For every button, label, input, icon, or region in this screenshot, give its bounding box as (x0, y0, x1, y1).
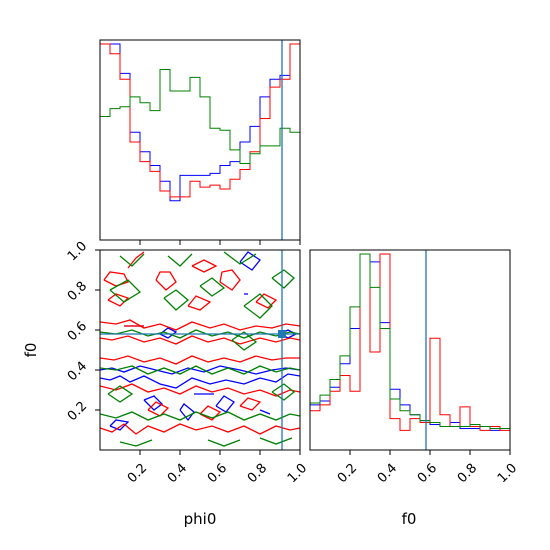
phi0-f0-series-2-contour-0 (100, 365, 300, 375)
phi0-hist-series-1-step (100, 43, 300, 198)
f0-hist-xtick-label-3: 0.8 (455, 461, 480, 486)
phi0-f0-series-2-contour-7 (199, 277, 226, 297)
phi0-f0-series-2-contour-5 (109, 279, 142, 303)
phi0-f0-xtick-label-0: 0.2 (125, 461, 150, 486)
phi0-f0-series-2-contour-9 (271, 269, 295, 289)
phi0-f0-frame (99, 249, 301, 451)
phi0-f0-series-2-contour-4 (223, 251, 257, 265)
phi0-f0-series-0-contour-11 (159, 327, 178, 339)
phi0-f0-series-1-contour-14 (127, 251, 145, 269)
phi0-f0-series-1-contour-9 (187, 295, 212, 311)
f0-hist-xtick-label-2: 0.6 (415, 461, 440, 486)
phi0-f0-series-2-contour-12 (119, 439, 153, 447)
phi0-f0-series-0-contour-3 (215, 395, 235, 413)
phi0-f0-series-2-contour-1 (100, 329, 300, 339)
phi0-f0-series-2-contour-13 (207, 439, 241, 447)
phi0-f0-series-2-contour-3 (167, 253, 193, 267)
phi0-f0-series-1-contour-5 (103, 271, 129, 287)
phi0-f0-xtick-label-2: 0.6 (205, 461, 230, 486)
phi0-f0-xtick-label-4: 1.0 (285, 461, 310, 486)
f0-hist-series-2-step (310, 253, 510, 429)
phi0-f0-series-1-contour-13 (239, 397, 262, 411)
phi0-f0-series-2-contour-6 (163, 289, 190, 311)
phi0-f0-ytick-label-1: 0.4 (65, 359, 90, 384)
y-axis-label-f0: f0 (22, 343, 40, 358)
phi0-hist-series-2-step (100, 68, 300, 165)
phi0-hist-frame (99, 39, 301, 241)
phi0-f0-series-1-contour-11 (147, 401, 170, 417)
phi0-f0-truth-marker (278, 330, 286, 338)
phi0-f0-series-1-contour-6 (155, 271, 177, 291)
phi0-f0-series-0-contour-4 (179, 403, 195, 422)
phi0-f0-series-1-contour-12 (199, 405, 222, 421)
phi0-f0-series-2-contour-2 (119, 253, 145, 267)
phi0-f0-series-1-contour-0 (100, 319, 300, 331)
phi0-f0-xtick-label-1: 0.4 (165, 461, 190, 486)
phi0-f0-series-0-contour-10 (239, 251, 261, 271)
f0-hist-xtick-label-4: 1.0 (495, 461, 520, 486)
phi0-f0-series-0-contour-1 (100, 365, 300, 375)
phi0-f0-series-1-contour-15 (191, 259, 218, 273)
phi0-f0-plot-area (100, 250, 300, 450)
phi0-f0-series-1-contour-2 (100, 355, 300, 365)
phi0-f0-series-2-contour-15 (107, 385, 134, 403)
phi0-f0-series-2-contour-8 (243, 293, 273, 319)
phi0-f0-series-1-contour-10 (255, 293, 278, 309)
phi0-f0-series-2-contour-11 (100, 411, 300, 421)
phi0-f0-series-1-contour-1 (100, 335, 300, 345)
phi0-f0-contour-panel: 0.2 0.2 0.4 0.4 0.6 0.6 0.8 0.8 1.0 1.0 (65, 239, 310, 486)
phi0-f0-series-1-contour-3 (100, 383, 300, 397)
phi0-hist-plot-area (100, 40, 300, 240)
phi0-f0-series-0-contour-0 (100, 373, 300, 389)
f0-hist-series-0-step (310, 253, 510, 431)
phi0-f0-series-1-contour-4 (100, 423, 300, 435)
x-axis-label-phi0: phi0 (184, 510, 217, 528)
phi0-f0-ytick-label-4: 1.0 (65, 239, 90, 264)
f0-marginal-panel: 0.2 0.4 0.6 0.8 1.0 (309, 249, 520, 486)
f0-hist-frame (309, 249, 511, 451)
phi0-f0-ytick-label-3: 0.8 (65, 279, 90, 304)
phi0-marginal-panel (99, 39, 301, 245)
phi0-f0-ytick-label-2: 0.6 (65, 319, 90, 344)
phi0-f0-series-0-contour-8 (259, 409, 271, 415)
phi0-f0-ytick-label-0: 0.2 (65, 399, 90, 424)
f0-hist-plot-area (310, 250, 510, 450)
phi0-f0-series-2-contour-16 (271, 383, 296, 401)
f0-hist-series-1-step (310, 253, 510, 431)
phi0-f0-series-2-contour-10 (231, 331, 258, 351)
x-axis-label-f0: f0 (402, 510, 417, 528)
phi0-f0-series-1-contour-8 (107, 293, 130, 307)
f0-hist-xtick-label-1: 0.4 (375, 461, 400, 486)
phi0-f0-xtick-label-3: 0.8 (245, 461, 270, 486)
phi0-f0-series-1-contour-7 (219, 269, 241, 291)
phi0-f0-series-2-contour-14 (259, 437, 293, 445)
f0-hist-xtick-label-0: 0.2 (335, 461, 360, 486)
